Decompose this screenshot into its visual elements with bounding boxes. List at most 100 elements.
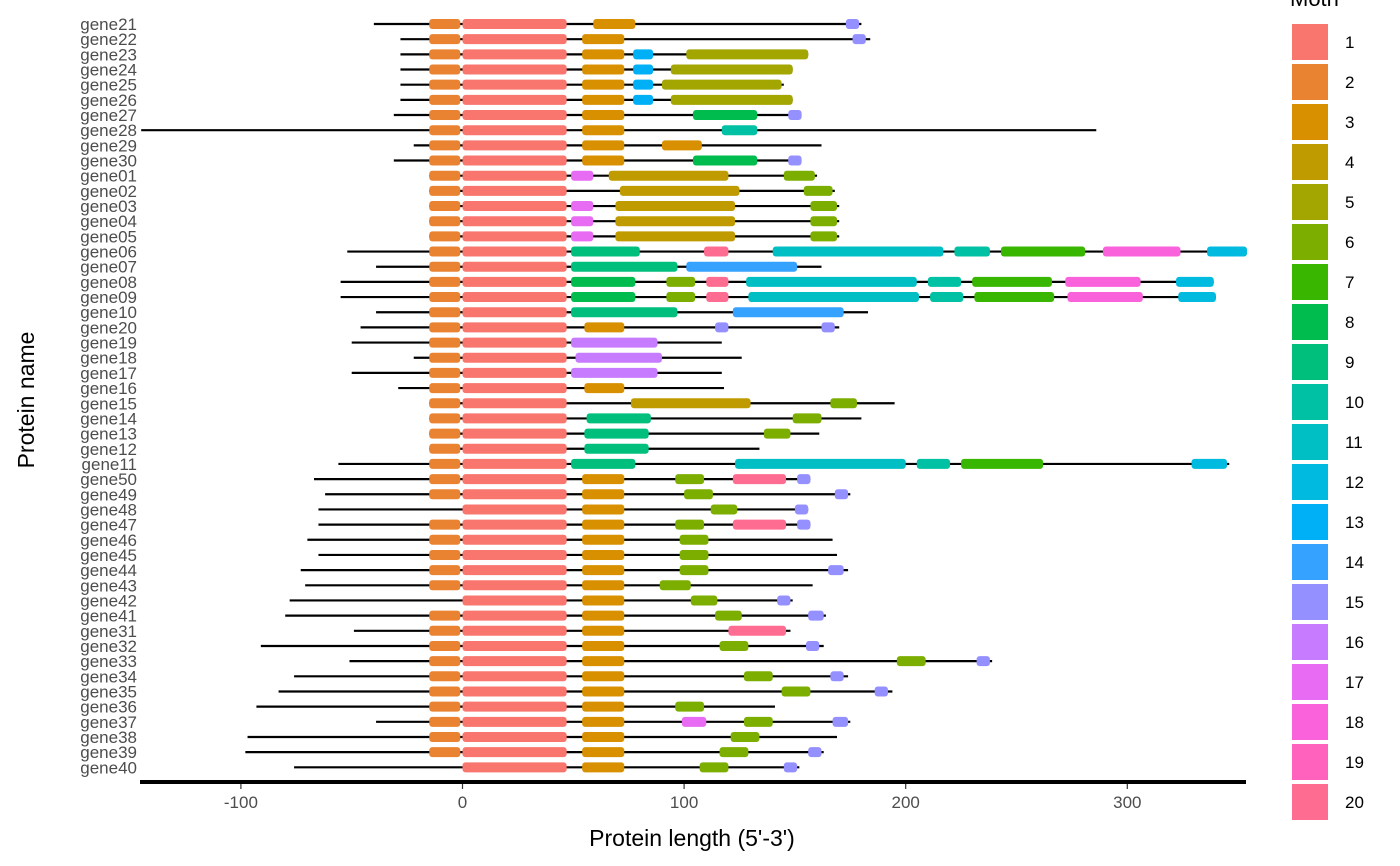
- gene-row: [429, 398, 895, 409]
- motif-2-segment: [429, 79, 461, 90]
- motif-1-segment: [462, 474, 567, 485]
- gene-row: [376, 261, 822, 272]
- motif-1-segment: [462, 625, 567, 636]
- motif-2-segment: [429, 701, 461, 712]
- y-tick-label: gene11: [82, 455, 137, 474]
- motif-15-segment: [788, 110, 802, 121]
- motif-1-segment: [462, 489, 567, 500]
- x-tick-label: 100: [670, 793, 698, 812]
- motif-6-segment: [730, 731, 760, 742]
- motif-3-segment: [582, 762, 625, 773]
- motif-8-segment: [571, 292, 636, 303]
- motif-15-segment: [874, 686, 888, 697]
- y-tick-label: gene02: [80, 182, 137, 201]
- motif-3-segment: [584, 383, 625, 394]
- legend-label: 1: [1345, 33, 1354, 52]
- motif-6-segment: [679, 534, 709, 545]
- motif-1-segment: [462, 307, 567, 318]
- motif-8-segment: [692, 155, 758, 166]
- motif-1-segment: [462, 640, 567, 651]
- y-axis-labels: gene21gene22gene23gene24gene25gene26gene…: [80, 15, 137, 777]
- motif-3-segment: [582, 549, 625, 560]
- y-tick-label: gene41: [80, 607, 137, 626]
- motif-8-segment: [571, 276, 636, 287]
- y-tick-label: gene44: [80, 561, 137, 580]
- motif-2-segment: [429, 625, 461, 636]
- motif-6-segment: [679, 549, 709, 560]
- motif-1-segment: [462, 292, 567, 303]
- motif-15-segment: [777, 595, 791, 606]
- motif-6-segment: [666, 292, 696, 303]
- motif-3-segment: [582, 610, 625, 621]
- motif-3-segment: [582, 504, 625, 515]
- motif-1-segment: [462, 246, 567, 257]
- motif-10-segment: [916, 458, 951, 469]
- motif-1-segment: [462, 504, 567, 515]
- y-tick-label: gene10: [80, 303, 137, 322]
- motif-2-segment: [429, 519, 461, 530]
- x-tick-label: 300: [1113, 793, 1141, 812]
- legend-swatch: [1292, 144, 1328, 180]
- motif-2-segment: [429, 322, 461, 333]
- motif-3-segment: [582, 110, 625, 121]
- motif-6-segment: [715, 610, 742, 621]
- motif-15-segment: [788, 155, 802, 166]
- motif-2-segment: [429, 716, 461, 727]
- motif-2-segment: [429, 216, 461, 227]
- motif-3-segment: [661, 140, 702, 151]
- motif-9-segment: [584, 428, 649, 439]
- motif-2-segment: [429, 428, 461, 439]
- motif-15-segment: [715, 322, 729, 333]
- motif-15-segment: [805, 640, 820, 651]
- legend-swatch: [1292, 264, 1328, 300]
- legend-label: 5: [1345, 193, 1354, 212]
- gene-row: [260, 640, 824, 651]
- motif-15-segment: [797, 519, 811, 530]
- motif-6-segment: [743, 716, 773, 727]
- motif-1-segment: [462, 49, 567, 60]
- motif-9-segment: [571, 246, 640, 257]
- motif-3-segment: [582, 640, 625, 651]
- motif-2-segment: [429, 398, 461, 409]
- motif-20-segment: [706, 292, 729, 303]
- y-tick-label: gene36: [80, 698, 137, 717]
- gene-row: [429, 216, 840, 227]
- gene-row: [245, 747, 824, 758]
- motif-13-segment: [633, 94, 654, 105]
- motif-3-segment: [582, 125, 625, 136]
- gene-row: [294, 762, 800, 773]
- motif-4-segment: [619, 185, 740, 196]
- legend-label: 10: [1345, 393, 1364, 412]
- y-tick-label: gene21: [80, 15, 137, 34]
- motif-20-segment: [732, 519, 787, 530]
- x-tick-label: 200: [892, 793, 920, 812]
- motif-1-segment: [462, 231, 567, 242]
- legend-swatch: [1292, 104, 1328, 140]
- gene-row: [256, 701, 775, 712]
- motif-11-segment: [746, 276, 917, 287]
- motif-15-segment: [783, 762, 798, 773]
- y-tick-label: gene50: [80, 470, 137, 489]
- x-axis-title: Protein length (5'-3'): [589, 825, 795, 851]
- motif-14-segment: [732, 307, 844, 318]
- legend-label: 11: [1345, 433, 1363, 452]
- gene-row: [429, 428, 820, 439]
- motif-6-segment: [675, 701, 705, 712]
- motif-3-segment: [582, 671, 625, 682]
- gene-row: [376, 307, 869, 318]
- legend-swatch: [1292, 624, 1328, 660]
- legend-swatch: [1292, 504, 1328, 540]
- motif-2-segment: [429, 731, 461, 742]
- motif-1-segment: [462, 64, 567, 75]
- gene-row: [340, 276, 1214, 287]
- motif-11-segment: [735, 458, 906, 469]
- motif-15-segment: [852, 34, 866, 45]
- motif-2-segment: [429, 307, 461, 318]
- motif-3-segment: [582, 140, 625, 151]
- motif-2-segment: [429, 458, 461, 469]
- gene-row: [429, 413, 862, 424]
- motif-3-segment: [582, 49, 625, 60]
- motif-9-segment: [586, 413, 651, 424]
- motif-6-segment: [810, 216, 838, 227]
- motif-2-segment: [429, 201, 461, 212]
